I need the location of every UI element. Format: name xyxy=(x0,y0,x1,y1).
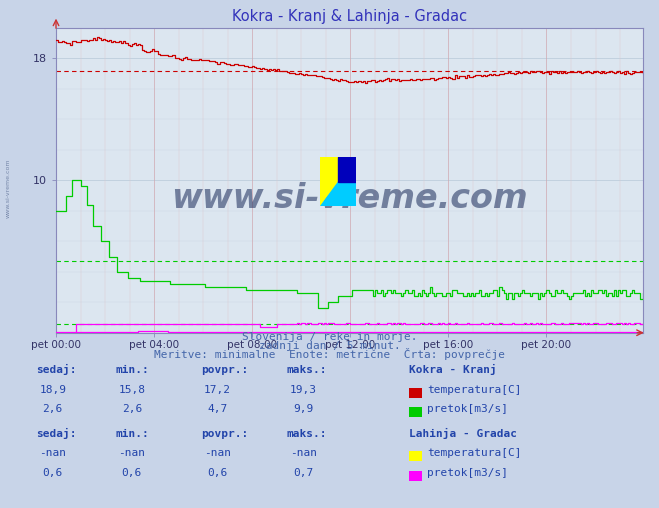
Text: 0,6: 0,6 xyxy=(208,468,227,478)
Polygon shape xyxy=(320,157,356,206)
Text: 4,7: 4,7 xyxy=(208,404,227,414)
Text: pretok[m3/s]: pretok[m3/s] xyxy=(427,404,508,414)
Text: 18,9: 18,9 xyxy=(40,385,66,395)
Text: povpr.:: povpr.: xyxy=(201,365,248,375)
Text: 0,6: 0,6 xyxy=(43,468,63,478)
Text: temperatura[C]: temperatura[C] xyxy=(427,449,521,458)
Text: pretok[m3/s]: pretok[m3/s] xyxy=(427,468,508,478)
Text: zadnji dan / 5 minut.: zadnji dan / 5 minut. xyxy=(258,341,401,351)
Text: min.:: min.: xyxy=(115,365,149,375)
Text: povpr.:: povpr.: xyxy=(201,429,248,439)
Text: 19,3: 19,3 xyxy=(290,385,316,395)
Text: maks.:: maks.: xyxy=(287,429,327,439)
Text: Slovenija / reke in morje.: Slovenija / reke in morje. xyxy=(242,332,417,342)
Text: sedaj:: sedaj: xyxy=(36,428,76,439)
Polygon shape xyxy=(338,157,356,182)
Text: -nan: -nan xyxy=(119,449,145,458)
Text: maks.:: maks.: xyxy=(287,365,327,375)
Text: -nan: -nan xyxy=(40,449,66,458)
Text: 2,6: 2,6 xyxy=(122,404,142,414)
Text: 0,6: 0,6 xyxy=(122,468,142,478)
Text: temperatura[C]: temperatura[C] xyxy=(427,385,521,395)
Text: 15,8: 15,8 xyxy=(119,385,145,395)
Text: Kokra - Kranj: Kokra - Kranj xyxy=(409,364,496,375)
Text: 17,2: 17,2 xyxy=(204,385,231,395)
Polygon shape xyxy=(320,157,356,206)
Text: Lahinja - Gradac: Lahinja - Gradac xyxy=(409,428,517,439)
Text: sedaj:: sedaj: xyxy=(36,364,76,375)
Text: -nan: -nan xyxy=(290,449,316,458)
Polygon shape xyxy=(338,157,356,182)
Text: 2,6: 2,6 xyxy=(43,404,63,414)
Text: 9,9: 9,9 xyxy=(293,404,313,414)
Text: www.si-vreme.com: www.si-vreme.com xyxy=(6,158,11,218)
Text: -nan: -nan xyxy=(204,449,231,458)
Text: min.:: min.: xyxy=(115,429,149,439)
Text: Meritve: minimalne  Enote: metrične  Črta: povprečje: Meritve: minimalne Enote: metrične Črta:… xyxy=(154,348,505,360)
Text: 0,7: 0,7 xyxy=(293,468,313,478)
Title: Kokra - Kranj & Lahinja - Gradac: Kokra - Kranj & Lahinja - Gradac xyxy=(232,9,467,24)
Text: www.si-vreme.com: www.si-vreme.com xyxy=(171,182,528,215)
